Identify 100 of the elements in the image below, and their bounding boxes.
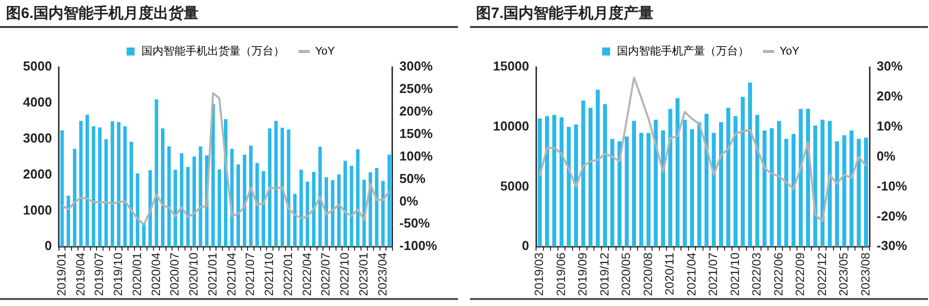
- x-tick-label: 2020/05: [619, 252, 634, 296]
- bar: [734, 116, 738, 247]
- bar: [211, 104, 215, 247]
- y-tick-label: 5000: [500, 178, 530, 194]
- y-tick-label: 0: [44, 238, 52, 254]
- x-tick-label: 2021/04: [224, 252, 238, 296]
- y2-tick-label: 20%: [876, 88, 904, 104]
- bar: [676, 98, 680, 247]
- bar: [218, 169, 222, 247]
- x-tick-label: 2020/01: [130, 252, 144, 296]
- x-tick-label: 2023/05: [836, 252, 851, 296]
- bar: [704, 114, 709, 247]
- x-tick-label: 2022/10: [338, 252, 352, 296]
- y2-tick-label: 0%: [399, 193, 419, 208]
- bar: [560, 117, 564, 247]
- bar: [726, 108, 730, 247]
- bar: [79, 120, 83, 247]
- bar: [588, 108, 593, 247]
- y-tick-label: 5000: [23, 58, 52, 74]
- bar: [828, 120, 832, 247]
- bar: [249, 146, 253, 247]
- legend-label: 国内智能手机产量（万台）: [617, 44, 750, 58]
- y2-tick-label: 250%: [399, 81, 434, 96]
- x-tick-label: 2022/01: [280, 252, 295, 296]
- y2-tick-label: -50%: [399, 216, 430, 231]
- bar: [262, 171, 266, 247]
- bar: [632, 120, 636, 247]
- bar: [280, 128, 284, 247]
- bar: [798, 108, 803, 247]
- y2-tick-label: 150%: [399, 126, 434, 141]
- bar: [842, 135, 846, 247]
- bar: [72, 148, 76, 247]
- bar: [337, 174, 341, 247]
- bar: [92, 126, 96, 247]
- y2-tick-label: 200%: [399, 103, 434, 118]
- bar: [850, 130, 854, 247]
- bar: [116, 122, 120, 247]
- y-tick-label: 3000: [23, 130, 52, 146]
- bar: [86, 114, 89, 247]
- bar: [356, 149, 360, 247]
- x-tick-label: 2019/10: [111, 252, 126, 296]
- bar: [148, 170, 152, 247]
- bar: [318, 146, 322, 247]
- bar: [388, 154, 392, 247]
- bar: [784, 138, 788, 247]
- y2-tick-label: 30%: [876, 58, 904, 74]
- bar: [661, 130, 666, 247]
- chart-title: 图7.国内智能手机月度产量: [470, 0, 928, 28]
- bar: [186, 166, 190, 247]
- bar: [268, 128, 272, 247]
- x-tick-label: 2022/03: [750, 252, 764, 296]
- bar: [154, 99, 158, 247]
- bar: [374, 168, 378, 247]
- bar: [770, 128, 774, 247]
- bar: [293, 194, 297, 247]
- x-tick-label: 2022/06: [771, 252, 786, 296]
- x-tick-label: 2019/12: [597, 252, 612, 296]
- legend-label: YoY: [780, 46, 800, 58]
- bar: [864, 138, 868, 247]
- bar: [192, 156, 196, 247]
- bar: [538, 118, 542, 247]
- bar: [596, 90, 600, 247]
- y-tick-label: 15000: [492, 58, 530, 74]
- x-tick-label: 2020/04: [148, 252, 163, 296]
- bar: [618, 141, 622, 247]
- x-tick-label: 2023/01: [356, 252, 370, 296]
- y2-tick-label: -100%: [399, 238, 438, 254]
- chart-title: 图6.国内智能手机月度出货量: [0, 0, 458, 28]
- y-tick-label: 2000: [23, 166, 52, 182]
- bar: [350, 166, 354, 247]
- bar: [552, 114, 556, 247]
- x-tick-label: 2022/04: [300, 252, 314, 296]
- bar: [330, 180, 334, 247]
- bar: [806, 108, 810, 247]
- y2-tick-label: 10%: [876, 118, 904, 134]
- bar: [581, 100, 586, 247]
- bar: [98, 127, 102, 247]
- x-tick-label: 2020/07: [168, 252, 182, 296]
- legend-label: 国内智能手机出货量（万台）: [142, 44, 285, 58]
- bar: [66, 196, 70, 247]
- y2-tick-label: 0%: [876, 148, 896, 164]
- bar: [639, 132, 644, 247]
- bar: [820, 120, 825, 247]
- bar: [610, 138, 614, 247]
- bar: [574, 124, 578, 247]
- y2-tick-label: -10%: [876, 178, 908, 194]
- bar: [174, 170, 178, 247]
- bar: [835, 141, 840, 247]
- x-tick-label: 2022/09: [793, 252, 808, 296]
- x-tick-label: 2020/10: [186, 252, 201, 296]
- bar: [306, 182, 310, 247]
- bar: [236, 164, 240, 247]
- bar: [856, 138, 861, 247]
- x-tick-label: 2019/09: [576, 252, 590, 296]
- bar: [161, 128, 164, 247]
- bar: [286, 130, 290, 247]
- bar: [792, 134, 796, 247]
- y-tick-label: 4000: [23, 94, 52, 110]
- y2-tick-label: -30%: [876, 238, 908, 254]
- bar: [682, 120, 687, 247]
